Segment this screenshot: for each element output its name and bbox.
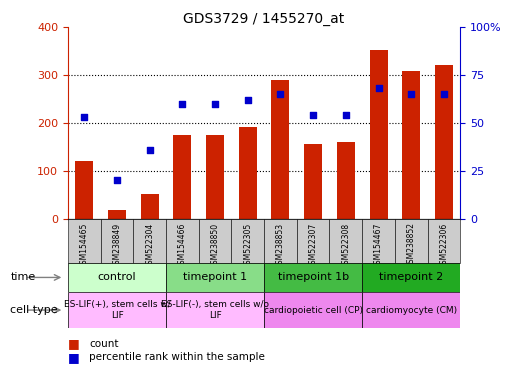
Point bbox=[113, 177, 121, 184]
Bar bbox=[231, 219, 264, 263]
Text: cardiomyocyte (CM): cardiomyocyte (CM) bbox=[366, 306, 457, 314]
Text: GSM522305: GSM522305 bbox=[243, 222, 252, 269]
Bar bbox=[329, 219, 362, 263]
Bar bbox=[271, 80, 289, 219]
Bar bbox=[304, 144, 322, 219]
Bar bbox=[264, 292, 362, 328]
Bar bbox=[75, 161, 93, 219]
Text: ES-LIF(+), stem cells w/
LIF: ES-LIF(+), stem cells w/ LIF bbox=[64, 300, 170, 320]
Bar bbox=[199, 219, 231, 263]
Bar bbox=[239, 127, 257, 219]
Bar bbox=[133, 219, 166, 263]
Text: count: count bbox=[89, 339, 118, 349]
Point bbox=[309, 112, 317, 118]
Bar bbox=[100, 219, 133, 263]
Bar bbox=[108, 210, 126, 219]
Text: GSM522308: GSM522308 bbox=[342, 222, 350, 268]
Point bbox=[145, 147, 154, 153]
Text: GSM238853: GSM238853 bbox=[276, 222, 285, 268]
Bar bbox=[337, 142, 355, 219]
Text: cell type: cell type bbox=[10, 305, 58, 315]
Point bbox=[342, 112, 350, 118]
Bar bbox=[206, 135, 224, 219]
Text: GSM154467: GSM154467 bbox=[374, 222, 383, 269]
Point bbox=[80, 114, 88, 120]
Bar bbox=[395, 219, 428, 263]
Text: percentile rank within the sample: percentile rank within the sample bbox=[89, 352, 265, 362]
Point bbox=[211, 101, 219, 107]
Text: timepoint 1b: timepoint 1b bbox=[278, 272, 349, 283]
Text: cardiopoietic cell (CP): cardiopoietic cell (CP) bbox=[264, 306, 362, 314]
Bar bbox=[428, 219, 460, 263]
Bar bbox=[402, 71, 420, 219]
Bar bbox=[68, 263, 166, 292]
Point bbox=[244, 97, 252, 103]
Bar bbox=[166, 292, 264, 328]
Text: control: control bbox=[98, 272, 137, 283]
Bar bbox=[141, 194, 158, 219]
Bar bbox=[297, 219, 329, 263]
Bar bbox=[166, 263, 264, 292]
Text: time: time bbox=[10, 272, 36, 283]
Bar bbox=[435, 65, 453, 219]
Bar bbox=[68, 219, 100, 263]
Text: ■: ■ bbox=[68, 351, 79, 364]
Text: ES-LIF(-), stem cells w/o
LIF: ES-LIF(-), stem cells w/o LIF bbox=[161, 300, 269, 320]
Bar bbox=[370, 50, 388, 219]
Point bbox=[178, 101, 187, 107]
Bar bbox=[166, 219, 199, 263]
Text: GSM154466: GSM154466 bbox=[178, 222, 187, 269]
Text: timepoint 2: timepoint 2 bbox=[379, 272, 444, 283]
Text: GSM522307: GSM522307 bbox=[309, 222, 317, 269]
Bar bbox=[264, 263, 362, 292]
Bar bbox=[68, 292, 166, 328]
Text: GSM522306: GSM522306 bbox=[439, 222, 448, 269]
Text: GSM522304: GSM522304 bbox=[145, 222, 154, 269]
Title: GDS3729 / 1455270_at: GDS3729 / 1455270_at bbox=[184, 12, 345, 26]
Text: GSM238849: GSM238849 bbox=[112, 222, 121, 268]
Text: ■: ■ bbox=[68, 337, 79, 350]
Bar bbox=[362, 263, 460, 292]
Text: GSM238850: GSM238850 bbox=[211, 222, 220, 268]
Text: GSM238852: GSM238852 bbox=[407, 222, 416, 268]
Bar bbox=[362, 292, 460, 328]
Bar bbox=[264, 219, 297, 263]
Point bbox=[440, 91, 448, 97]
Point bbox=[276, 91, 285, 97]
Text: GSM154465: GSM154465 bbox=[80, 222, 89, 269]
Text: timepoint 1: timepoint 1 bbox=[183, 272, 247, 283]
Bar bbox=[174, 135, 191, 219]
Point bbox=[407, 91, 415, 97]
Point bbox=[374, 85, 383, 91]
Bar bbox=[362, 219, 395, 263]
